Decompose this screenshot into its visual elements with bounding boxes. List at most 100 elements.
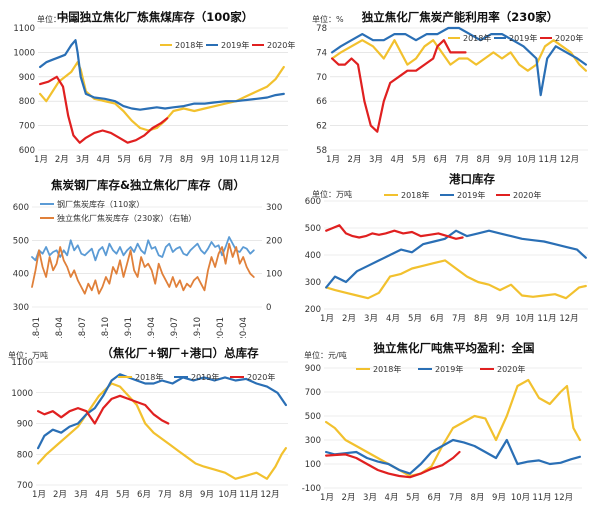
chart-title: 独立焦化厂焦炭产能利用率（230家） — [362, 10, 559, 24]
y-tick-label: 300 — [305, 278, 321, 288]
legend-label: 2018年 — [373, 364, 401, 374]
chart-title: 焦炭钢厂库存&独立焦化厂库存（周） — [50, 178, 245, 192]
x-tick-label: 4月 — [95, 490, 109, 500]
y-tick-label: 700 — [19, 122, 35, 132]
x-tick-label: 8月 — [179, 490, 193, 500]
chart-coke-weekly-inventory: 焦炭钢厂库存&独立焦化厂库存（周）30040050060001002003001… — [13, 178, 282, 338]
x-tick-label: 12月 — [260, 490, 279, 500]
chart-coke-capacity-utilization: 独立焦化厂焦炭产能利用率（230家） 单位：% 58 62 66 70 74 78 1月 2月 3月… — [312, 10, 588, 165]
x-tick-label: 19-01 — [124, 317, 134, 338]
y-tick-label: 300 — [305, 436, 321, 446]
x-tick-label: 8月 — [471, 493, 485, 503]
x-tick-label: 8月 — [474, 314, 488, 324]
x-tick-label: 9月 — [201, 155, 215, 165]
x-tick-label: 19-07 — [170, 317, 180, 338]
x-tick-label: 5月 — [408, 314, 422, 324]
x-tick-label: 6月 — [428, 493, 442, 503]
series-line — [325, 438, 581, 475]
x-tick-label: 20-04 — [239, 317, 249, 338]
x-tick-label: 4月 — [97, 155, 111, 165]
y-right-tick-label: 300 — [266, 203, 282, 213]
legend-label: 2018年 — [401, 190, 429, 200]
x-tick-label: 8月 — [180, 155, 194, 165]
chart-coal-inventory: 中国独立焦化厂炼焦煤库存（100家）单位：万吨 600 700 800 900 1000 1… — [13, 10, 295, 165]
chart-total-inventory: （焦化厂+钢厂+港口）总库存 单位：万吨 700 800 900 1000 1100 1月 2月… — [8, 346, 288, 500]
y-tick-label: 400 — [13, 270, 29, 280]
x-tick-label: 5月 — [116, 490, 130, 500]
x-tick-label: 6月 — [137, 490, 151, 500]
x-tick-label: 1月 — [32, 490, 46, 500]
x-tick-label: 20-01 — [216, 317, 226, 338]
x-tick-label: 11月 — [537, 314, 556, 324]
legend-label: 2020年 — [267, 40, 295, 50]
x-tick-label: 18-07 — [78, 317, 88, 338]
x-tick-label: 10月 — [218, 490, 237, 500]
x-tick-label: 2月 — [342, 493, 356, 503]
x-tick-label: 10月 — [517, 155, 536, 165]
legend-label: 2020年 — [555, 33, 583, 43]
x-tick-label: 7月 — [452, 314, 466, 324]
x-tick-label: 4月 — [385, 493, 399, 503]
y-tick-label: 78 — [316, 24, 327, 34]
series-line — [325, 224, 464, 240]
series-line — [325, 259, 587, 300]
x-tick-label: 10月 — [515, 314, 534, 324]
chart-title: 港口库存 — [449, 172, 495, 186]
series-line — [38, 39, 285, 111]
x-tick-label: 1月 — [320, 314, 334, 324]
x-tick-label: 10月 — [219, 155, 238, 165]
legend-label: 2018年 — [463, 33, 491, 43]
y-tick-label: 1100 — [11, 358, 33, 368]
chart-title: 独立焦化厂吨焦平均盈利：全国 — [374, 341, 535, 355]
y-tick-label: 700 — [17, 481, 33, 491]
x-tick-label: 2月 — [342, 314, 356, 324]
series-line — [38, 61, 285, 132]
series-line — [325, 378, 581, 478]
x-tick-label: 11月 — [532, 493, 551, 503]
x-tick-label: 2月 — [348, 155, 362, 165]
y-tick-label: 66 — [316, 97, 327, 107]
x-tick-label: 6月 — [434, 155, 448, 165]
x-tick-label: 18-10 — [101, 317, 111, 338]
legend-label: 独立焦化厂焦炭库存（230家）（右轴） — [57, 213, 196, 223]
y-tick-label: 900 — [17, 420, 33, 430]
y-tick-label: 100 — [305, 460, 321, 470]
y-tick-label: 1000 — [13, 48, 35, 58]
series-line — [36, 373, 287, 450]
legend-label: 2019年 — [221, 40, 249, 50]
x-tick-label: 9月 — [498, 155, 512, 165]
series-line — [36, 394, 170, 425]
x-tick-label: 5月 — [406, 493, 420, 503]
y-right-tick-label: 100 — [266, 270, 282, 280]
y-tick-label: 62 — [316, 122, 327, 132]
x-tick-label: 3月 — [74, 490, 88, 500]
x-tick-label: 6月 — [138, 155, 152, 165]
series-line — [330, 26, 587, 97]
x-tick-label: 6月 — [430, 314, 444, 324]
x-tick-label: 12月 — [261, 155, 280, 165]
legend-label: 2018年 — [135, 372, 163, 382]
x-tick-label: 4月 — [391, 155, 405, 165]
y-tick-label: 1000 — [11, 389, 33, 399]
x-tick-label: 3月 — [363, 493, 377, 503]
x-tick-label: 7月 — [158, 490, 172, 500]
series-line — [325, 229, 587, 289]
y-tick-label: 70 — [316, 73, 327, 83]
y-tick-label: 700 — [305, 388, 321, 398]
x-tick-label: 2月 — [53, 490, 67, 500]
unit-label: 单位：万吨 — [37, 14, 77, 24]
series-line — [330, 39, 467, 133]
x-tick-label: 18-01 — [32, 317, 42, 338]
unit-label: 单位：% — [312, 14, 344, 24]
x-tick-label: 3月 — [364, 314, 378, 324]
y-tick-label: 1100 — [13, 24, 35, 34]
series-line — [31, 236, 255, 262]
x-tick-label: 9月 — [496, 314, 510, 324]
series-line — [330, 39, 587, 72]
legend-label: 2020年 — [247, 372, 275, 382]
unit-label: 单位：万吨 — [312, 189, 352, 199]
y-tick-label: 500 — [13, 236, 29, 246]
y-right-tick-label: 200 — [266, 236, 282, 246]
